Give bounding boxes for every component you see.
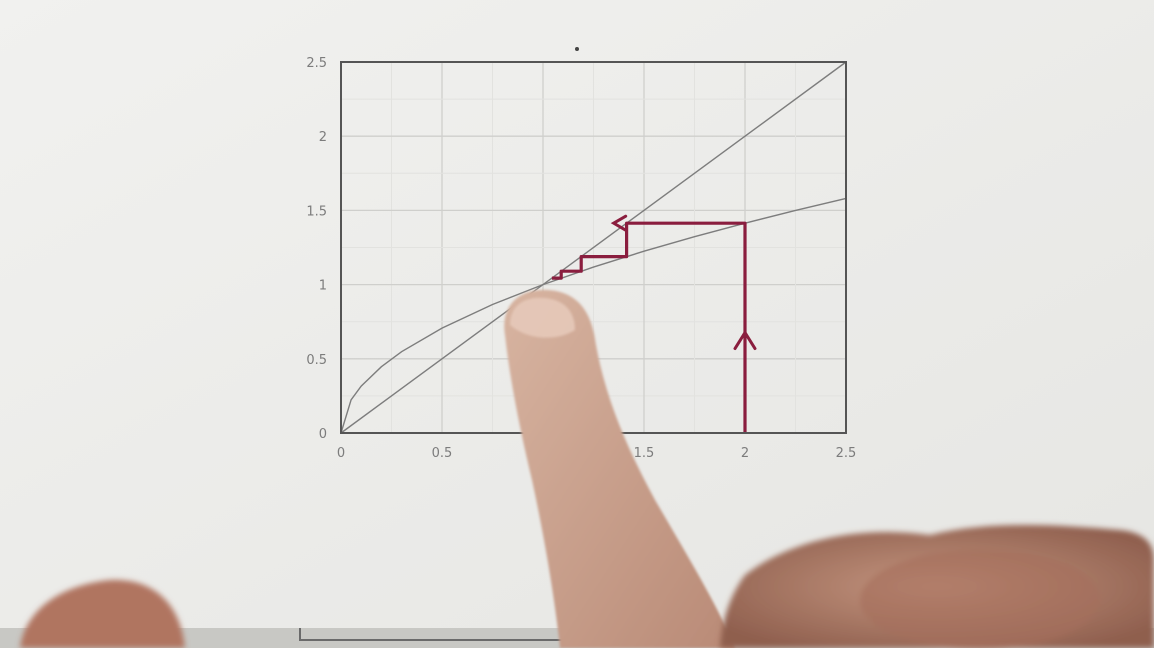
identity-line [340,61,847,434]
x-tick-label: 2.5 [836,446,857,461]
x-tick-labels: 00.511.522.5 [337,446,856,461]
y-tick-label: 2 [319,130,327,145]
paper-fold-line [299,628,620,641]
x-tick-label: 0 [337,446,345,461]
fingernail [510,297,575,338]
x-tick-label: 1.5 [634,446,655,461]
ink-dot [575,47,579,51]
arrow-left-icon [610,214,628,232]
y-tick-label: 1.5 [306,204,327,219]
sqrt-curve [340,197,847,434]
cobweb-line [551,221,747,433]
x-tick-label: 0.5 [432,446,453,461]
cobweb-path [551,214,757,433]
chart-curves [340,61,847,434]
hand-knuckles [720,525,1154,648]
y-tick-label: 2.5 [306,56,327,71]
pointing-finger [504,289,735,648]
arrow-up-icon [733,329,757,351]
y-tick-label: 0.5 [306,353,327,368]
x-tick-label: 2 [741,446,749,461]
y-tick-labels: 0 0.5 1 1.5 2 2.5 [306,56,327,442]
y-tick-label: 1 [319,279,327,294]
thumb [20,579,185,648]
y-tick-label: 0 [319,427,327,442]
